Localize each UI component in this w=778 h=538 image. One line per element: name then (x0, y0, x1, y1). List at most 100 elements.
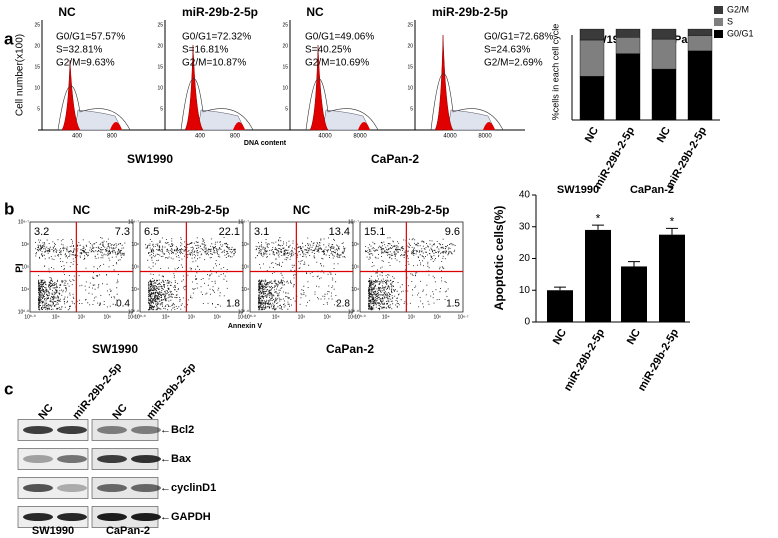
lane-label: NC (110, 402, 129, 422)
fit-curve (57, 85, 131, 131)
fit-curve (305, 78, 379, 131)
bar (659, 234, 685, 322)
group-label: SW1990 (32, 525, 74, 537)
protein-label: ←GAPDH (160, 511, 211, 523)
error-bar (554, 286, 566, 291)
group-label: CaPan-2 (326, 342, 374, 356)
x-axis-label: DNA content (244, 140, 287, 147)
x-tick-label: 10⁶·⁷ (237, 314, 248, 320)
x-tick-label: 10⁴ (52, 314, 60, 320)
g2-peak (110, 122, 122, 130)
panel-letter: a (4, 29, 14, 48)
y-tick-label: 10⁶·⁷ (348, 219, 359, 225)
stat-label: G0/G1=49.06% (305, 32, 374, 43)
fit-curve (180, 78, 254, 131)
y-tick-label: 20 (282, 43, 288, 49)
bar-segment (615, 37, 641, 54)
band (131, 484, 161, 492)
band (57, 484, 87, 492)
bar (585, 229, 611, 322)
x-tick-label: NC (655, 125, 673, 145)
y-tick-label: 15 (34, 64, 40, 70)
g2-peak (233, 122, 245, 130)
protein-label: ←cyclinD1 (160, 482, 216, 494)
quadrant-value: 15.1 (364, 226, 385, 238)
s-phase (197, 109, 246, 131)
bar-segment (687, 28, 713, 36)
band (23, 455, 53, 463)
y-tick-label: 25 (157, 22, 163, 28)
y-tick-label: 10⁴ (351, 287, 359, 293)
x-tick-label: 10⁵ (188, 314, 196, 320)
bar-segment (687, 35, 713, 52)
bar-segment (579, 39, 605, 77)
plot-title: NC (306, 5, 324, 19)
y-tick-label: 10 (157, 85, 163, 91)
s-phase (322, 109, 371, 131)
x-tick-label: 800 (230, 134, 241, 140)
x-tick-label: 10⁶·⁷ (347, 314, 358, 320)
x-tick-label: 10⁴ (382, 314, 390, 320)
y-tick-label: 10⁶·⁷ (238, 219, 249, 225)
bar-segment (651, 28, 677, 40)
protein-label: ←Bcl2 (160, 424, 194, 436)
group-label: CaPan-2 (106, 525, 150, 537)
group-label: SW1990 (127, 152, 173, 166)
stat-label: G2/M=9.63% (56, 58, 115, 69)
bar (621, 266, 647, 322)
y-tick-label: 20 (34, 43, 40, 49)
y-axis-label: %cells in each cell cycle (550, 24, 560, 121)
y-tick-label: 10 (282, 85, 288, 91)
y-tick-label: 10 (34, 85, 40, 91)
y-tick-label: 15 (157, 64, 163, 70)
x-tick-label: 10⁰·⁰ (354, 314, 365, 320)
lane-label: NC (36, 402, 55, 422)
y-tick-label: 10⁶ (241, 242, 249, 248)
x-axis-label: Annexin V (228, 323, 263, 330)
bar (547, 290, 573, 322)
quadrant-value: 3.1 (254, 226, 269, 238)
y-tick-label: 25 (407, 22, 413, 28)
stat-label: G2/M=10.87% (182, 58, 246, 69)
bar-segment (651, 68, 677, 121)
y-axis-label: PI (15, 263, 26, 273)
x-tick-label: 10⁶ (213, 314, 221, 320)
y-tick-label: 10⁶ (21, 242, 29, 248)
plot-frame (359, 221, 464, 313)
plot-title: miR-29b-2-5p (432, 5, 508, 19)
bar-segment (615, 28, 641, 38)
group-label: CaPan-2 (371, 152, 419, 166)
x-tick-label: 8000 (353, 134, 367, 140)
s-phase (447, 109, 496, 131)
band (97, 426, 127, 434)
y-tick-label: 40 (519, 190, 531, 201)
legend-label: G0/G1 (727, 28, 754, 38)
x-tick-label: 8000 (478, 134, 492, 140)
g2-peak (483, 122, 495, 130)
significance: * (596, 211, 601, 225)
y-tick-label: 10⁰·⁰ (238, 309, 249, 315)
band (23, 513, 53, 521)
y-tick-label: 10⁵ (131, 264, 139, 270)
legend-swatch (714, 18, 723, 26)
y-tick-label: 10⁶·⁷ (18, 219, 29, 225)
y-tick-label: 10⁶ (351, 242, 359, 248)
x-tick-label: 10⁶ (323, 314, 331, 320)
legend-label: G2/M (727, 4, 749, 14)
x-tick-label: 10⁴ (162, 314, 170, 320)
stat-label: G0/G1=57.57% (56, 32, 125, 43)
x-tick-label: 400 (195, 134, 206, 140)
y-axis-label: Cell number(x100) (15, 34, 26, 116)
x-tick-label: NC (551, 327, 569, 347)
x-tick-label: 10⁵ (408, 314, 416, 320)
dots (35, 237, 126, 311)
g1-peak (434, 34, 454, 131)
x-tick-label: 800 (107, 134, 118, 140)
g2-peak (358, 122, 370, 130)
quadrant-value: 9.6 (445, 226, 460, 238)
stat-label: G2/M=2.69% (484, 58, 543, 69)
band (23, 484, 53, 492)
legend-label: S (727, 16, 733, 26)
plot-title: miR-29b-2-5p (373, 203, 449, 217)
